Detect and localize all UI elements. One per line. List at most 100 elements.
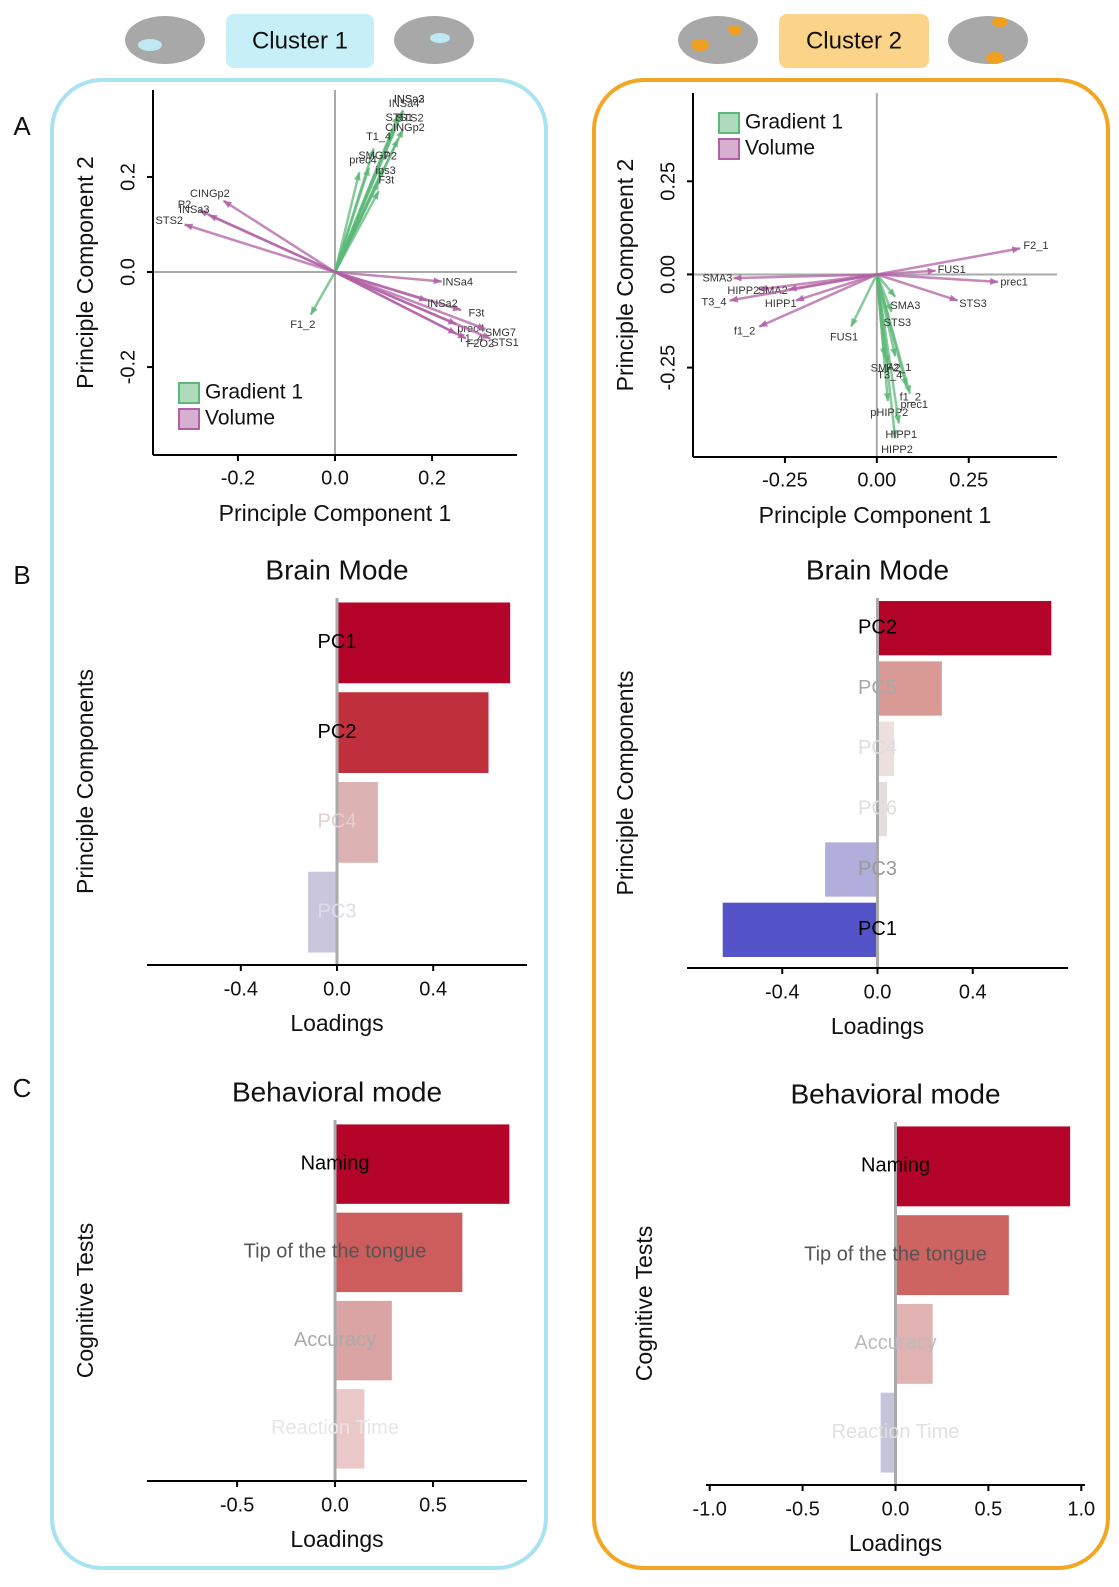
cluster-label: Cluster 1 xyxy=(252,27,348,54)
arrow-label: prec1 xyxy=(900,399,928,411)
arrow-label: HIPP2 xyxy=(881,444,913,456)
bar xyxy=(877,661,942,716)
arrow-head xyxy=(371,191,379,200)
bar xyxy=(335,1212,463,1293)
bar xyxy=(722,902,878,957)
x-tick-label: -0.5 xyxy=(785,1498,819,1520)
cluster-badge xyxy=(779,14,929,68)
arrow-label: STS3 xyxy=(884,317,912,329)
arrow-label: INSa4 xyxy=(389,98,420,110)
x-tick-label: 0.4 xyxy=(419,978,447,1000)
bar xyxy=(877,601,1052,656)
legend-swatch xyxy=(178,382,200,404)
category-label: Accuracy xyxy=(294,1329,376,1351)
arrow-head xyxy=(729,295,739,303)
bar xyxy=(337,602,511,684)
loading-arrow xyxy=(333,167,371,273)
arrow-head xyxy=(883,355,891,364)
arrow-head xyxy=(900,377,908,387)
category-label: PC2 xyxy=(318,721,357,743)
brain-icon xyxy=(948,16,1028,64)
legend-label: Gradient 1 xyxy=(745,111,843,134)
chart-title: Brain Mode xyxy=(806,554,949,585)
arrow-label: F3t xyxy=(378,175,394,187)
arrow-label: INSa3 xyxy=(394,93,425,105)
loading-arrow xyxy=(876,247,1021,276)
category-label: PC2 xyxy=(858,616,897,638)
legend-label: Gradient 1 xyxy=(205,381,303,404)
arrow-label: INSa2 xyxy=(394,93,425,105)
arrow-head xyxy=(949,294,958,302)
arrow-label: T3_4 xyxy=(701,297,726,309)
arrow-label: T1_4 xyxy=(366,131,391,143)
arrow-label: SMG7 xyxy=(485,327,516,339)
arrow-head xyxy=(883,392,891,402)
arrow-label: F2_1 xyxy=(1023,240,1048,252)
category-label: PC3 xyxy=(858,858,897,880)
cluster-frame xyxy=(592,78,1110,1570)
y-axis-label: Cognitive Tests xyxy=(631,1226,657,1382)
loading-arrow xyxy=(333,171,361,273)
x-tick-label: 0.0 xyxy=(864,981,892,1003)
category-label: Naming xyxy=(301,1152,370,1174)
y-axis-label: Principle Components xyxy=(72,669,98,894)
y-tick-label: 0.00 xyxy=(657,255,679,294)
brain-icon xyxy=(394,16,474,64)
arrow-head xyxy=(879,348,887,357)
arrow-head xyxy=(353,172,361,181)
loading-arrow xyxy=(184,223,336,274)
chart-title: Behavioral mode xyxy=(790,1078,1000,1109)
bar xyxy=(335,1124,510,1204)
x-axis-label: Principle Component 1 xyxy=(219,500,452,526)
legend-swatch xyxy=(178,408,200,430)
x-tick-label: 1.0 xyxy=(1067,1498,1095,1520)
arrow-head xyxy=(391,138,399,148)
x-tick-label: 0.4 xyxy=(959,981,987,1003)
arrow-label: STS3 xyxy=(959,298,987,310)
category-label: Naming xyxy=(861,1155,930,1177)
arrow-label: ips3 xyxy=(376,165,396,177)
loading-arrow xyxy=(333,190,380,273)
category-label: PC5 xyxy=(858,677,897,699)
arrow-head xyxy=(989,277,999,285)
x-tick-label: -0.2 xyxy=(221,467,255,489)
arrow-head xyxy=(310,306,318,315)
arrow-head xyxy=(223,200,232,208)
category-label: Reaction Time xyxy=(832,1421,960,1443)
y-axis-label: Principle Components xyxy=(612,670,638,895)
arrow-label: T1_4 xyxy=(458,333,483,345)
bar xyxy=(877,721,895,776)
chart-title: Behavioral mode xyxy=(232,1076,442,1107)
bar xyxy=(335,1389,365,1469)
legend-label: Volume xyxy=(745,137,815,160)
loading-arrow xyxy=(849,273,878,328)
legend-label: Volume xyxy=(205,407,275,430)
arrow-head xyxy=(885,302,892,312)
bar xyxy=(877,782,888,837)
arrow-label: HIPP1 xyxy=(765,298,797,310)
arrow-label: F2O2 xyxy=(467,338,495,350)
arrow-label: STS1 xyxy=(386,112,414,124)
arrow-label: SMA2 xyxy=(871,362,901,374)
x-tick-label: 0.0 xyxy=(882,1498,910,1520)
arrow-label: HIPP2 xyxy=(727,285,759,297)
arrow-head xyxy=(927,267,936,275)
bar xyxy=(335,1300,392,1381)
arrow-head xyxy=(890,430,898,439)
arrow-head xyxy=(476,322,486,330)
arrow-head xyxy=(452,304,462,312)
arrow-head xyxy=(1011,246,1021,254)
y-axis-label: Principle Component 2 xyxy=(72,156,98,389)
x-tick-label: -0.5 xyxy=(220,1494,254,1516)
arrow-label: SMA3 xyxy=(702,272,732,284)
cluster-badge xyxy=(226,14,374,68)
x-tick-label: 0.5 xyxy=(974,1498,1002,1520)
y-axis-label: Cognitive Tests xyxy=(72,1223,98,1379)
arrow-label: F3t xyxy=(469,307,485,319)
loading-arrow xyxy=(876,273,999,284)
arrow-head xyxy=(386,129,394,139)
arrow-head xyxy=(890,347,897,357)
bar xyxy=(308,871,337,953)
arrow-head xyxy=(795,294,805,302)
arrow-label: F2_1 xyxy=(886,362,911,374)
